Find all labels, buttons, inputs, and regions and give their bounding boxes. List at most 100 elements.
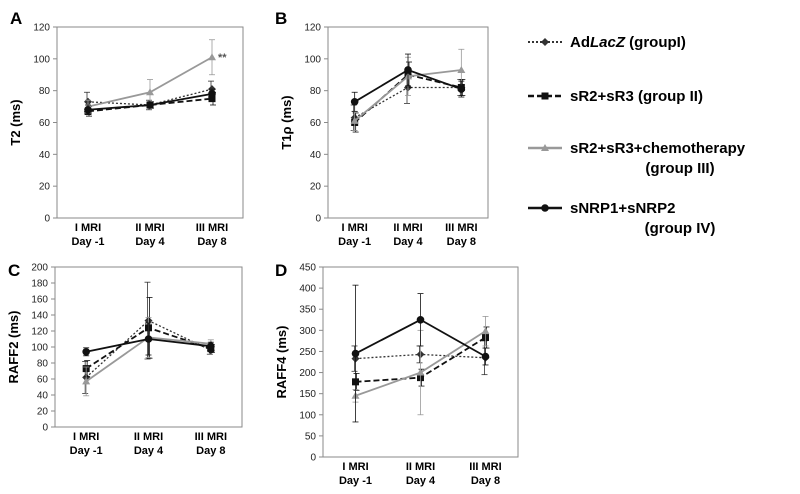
y-tick-label: 40 bbox=[310, 150, 322, 161]
panel-b: B 0 20 40 60 80 100 120 I MRI Day -1 II MRI Day 4 II… bbox=[275, 9, 489, 248]
data-point bbox=[404, 66, 412, 74]
y-axis-label: RAFF4 (ms) bbox=[274, 326, 289, 399]
y-tick-label: 0 bbox=[44, 214, 50, 225]
y-tick-label: 180 bbox=[31, 279, 48, 290]
legend-item-g1: AdLacZ (groupI) bbox=[528, 34, 686, 51]
legend: AdLacZ (groupI) sR2+sR3 (group II) sR2+sR3… bbox=[528, 34, 746, 237]
y-tick-label: 100 bbox=[299, 410, 316, 421]
y-tick-label: 60 bbox=[37, 375, 49, 386]
x-tick-label: II MRI bbox=[134, 431, 163, 443]
x-tick-label: II MRI bbox=[393, 222, 422, 234]
data-point bbox=[146, 101, 154, 109]
y-tick-label: 60 bbox=[39, 118, 51, 129]
y-tick-label: 20 bbox=[39, 182, 51, 193]
y-tick-label: 80 bbox=[310, 86, 322, 97]
y-tick-label: 100 bbox=[31, 343, 48, 354]
y-axis-label: RAFF2 (ms) bbox=[6, 311, 21, 384]
panel-label: D bbox=[275, 261, 287, 280]
data-point bbox=[82, 377, 91, 385]
y-tick-label: 200 bbox=[299, 368, 316, 379]
x-tick-label: III MRI bbox=[195, 431, 227, 443]
panel-d: D 0 50 100 150 200 250 300 350 400 450 I MRI Day -1 I… bbox=[274, 261, 519, 487]
legend-label: (group IV) bbox=[645, 220, 716, 237]
panel-label: C bbox=[8, 261, 20, 280]
y-tick-label: 160 bbox=[31, 295, 48, 306]
legend-label: sR2+sR3 (group II) bbox=[570, 88, 703, 105]
y-tick-label: 120 bbox=[33, 23, 50, 34]
x-tick-label: Day -1 bbox=[71, 236, 104, 248]
data-point bbox=[207, 342, 215, 351]
x-tick-label: III MRI bbox=[196, 222, 228, 234]
x-tick-label: I MRI bbox=[75, 222, 101, 234]
series-g4 bbox=[351, 284, 490, 423]
y-tick-label: 450 bbox=[299, 263, 316, 274]
y-tick-label: 100 bbox=[33, 54, 50, 65]
x-tick-label: I MRI bbox=[342, 461, 368, 473]
x-tick-label: Day -1 bbox=[70, 445, 103, 457]
panel-label: A bbox=[10, 9, 22, 28]
y-tick-label: 0 bbox=[315, 214, 321, 225]
x-tick-label: I MRI bbox=[73, 431, 99, 443]
y-tick-label: 20 bbox=[310, 182, 322, 193]
data-point bbox=[350, 116, 359, 124]
legend-label: sNRP1+sNRP2 bbox=[570, 200, 675, 217]
y-tick-label: 40 bbox=[37, 391, 49, 402]
x-tick-label: I MRI bbox=[342, 222, 368, 234]
x-tick-label: Day 4 bbox=[134, 445, 164, 457]
legend-item-g3: sR2+sR3+chemotherapy (group III) bbox=[528, 140, 746, 177]
x-tick-label: Day 8 bbox=[447, 236, 476, 248]
data-point bbox=[481, 327, 490, 335]
y-tick-label: 60 bbox=[310, 118, 322, 129]
y-tick-label: 350 bbox=[299, 305, 316, 316]
series-g4 bbox=[350, 53, 466, 112]
x-tick-label: III MRI bbox=[469, 461, 501, 473]
y-tick-label: 120 bbox=[31, 327, 48, 338]
y-axis-label: T1ρ (ms) bbox=[279, 95, 294, 149]
x-tick-label: Day -1 bbox=[338, 236, 371, 248]
x-tick-label: Day 8 bbox=[471, 475, 500, 487]
x-tick-label: III MRI bbox=[445, 222, 477, 234]
plot-frame bbox=[56, 26, 244, 219]
y-tick-label: 0 bbox=[42, 423, 48, 434]
plot-frame bbox=[322, 266, 519, 458]
data-point bbox=[82, 348, 90, 356]
series-g4 bbox=[84, 88, 216, 115]
y-tick-label: 50 bbox=[305, 431, 317, 442]
y-tick-label: 20 bbox=[37, 407, 49, 418]
series-line bbox=[87, 97, 213, 113]
x-tick-label: Day 4 bbox=[393, 236, 423, 248]
data-point bbox=[351, 349, 360, 358]
y-tick-label: 300 bbox=[299, 326, 316, 337]
legend-label: AdLacZ (groupI) bbox=[570, 34, 686, 51]
x-tick-label: II MRI bbox=[406, 461, 435, 473]
y-tick-label: 80 bbox=[37, 359, 49, 370]
y-tick-label: 120 bbox=[304, 23, 321, 34]
x-tick-label: II MRI bbox=[135, 222, 164, 234]
x-tick-label: Day 4 bbox=[135, 236, 165, 248]
panel-a: A 0 20 40 60 80 100 120 I MRI Day -1 II MRI Day 4 II… bbox=[8, 9, 244, 248]
x-tick-label: Day 8 bbox=[196, 445, 225, 457]
data-point bbox=[481, 352, 490, 361]
y-tick-label: 0 bbox=[310, 453, 316, 464]
series-line bbox=[87, 88, 213, 106]
legend-marker bbox=[541, 144, 549, 151]
data-point bbox=[457, 85, 466, 93]
data-point bbox=[84, 105, 92, 114]
legend-marker bbox=[541, 92, 549, 100]
legend-label: (group III) bbox=[645, 160, 714, 177]
y-tick-label: 100 bbox=[304, 54, 321, 65]
series-g4 bbox=[82, 322, 215, 357]
legend-label: sR2+sR3+chemotherapy bbox=[570, 140, 746, 157]
y-axis-label: T2 (ms) bbox=[8, 99, 23, 145]
significance-marker: ** bbox=[218, 52, 227, 64]
data-point bbox=[416, 368, 425, 376]
x-tick-label: Day 8 bbox=[197, 236, 226, 248]
data-point bbox=[350, 98, 359, 106]
y-tick-label: 150 bbox=[299, 389, 316, 400]
data-point bbox=[146, 88, 154, 96]
data-point bbox=[208, 90, 216, 98]
legend-item-g4: sNRP1+sNRP2 (group IV) bbox=[528, 200, 715, 237]
y-tick-label: 250 bbox=[299, 347, 316, 358]
panel-c: C 0 20 40 60 80 100 120 140 160 180 200 I MRI Day -1 I… bbox=[6, 261, 243, 457]
